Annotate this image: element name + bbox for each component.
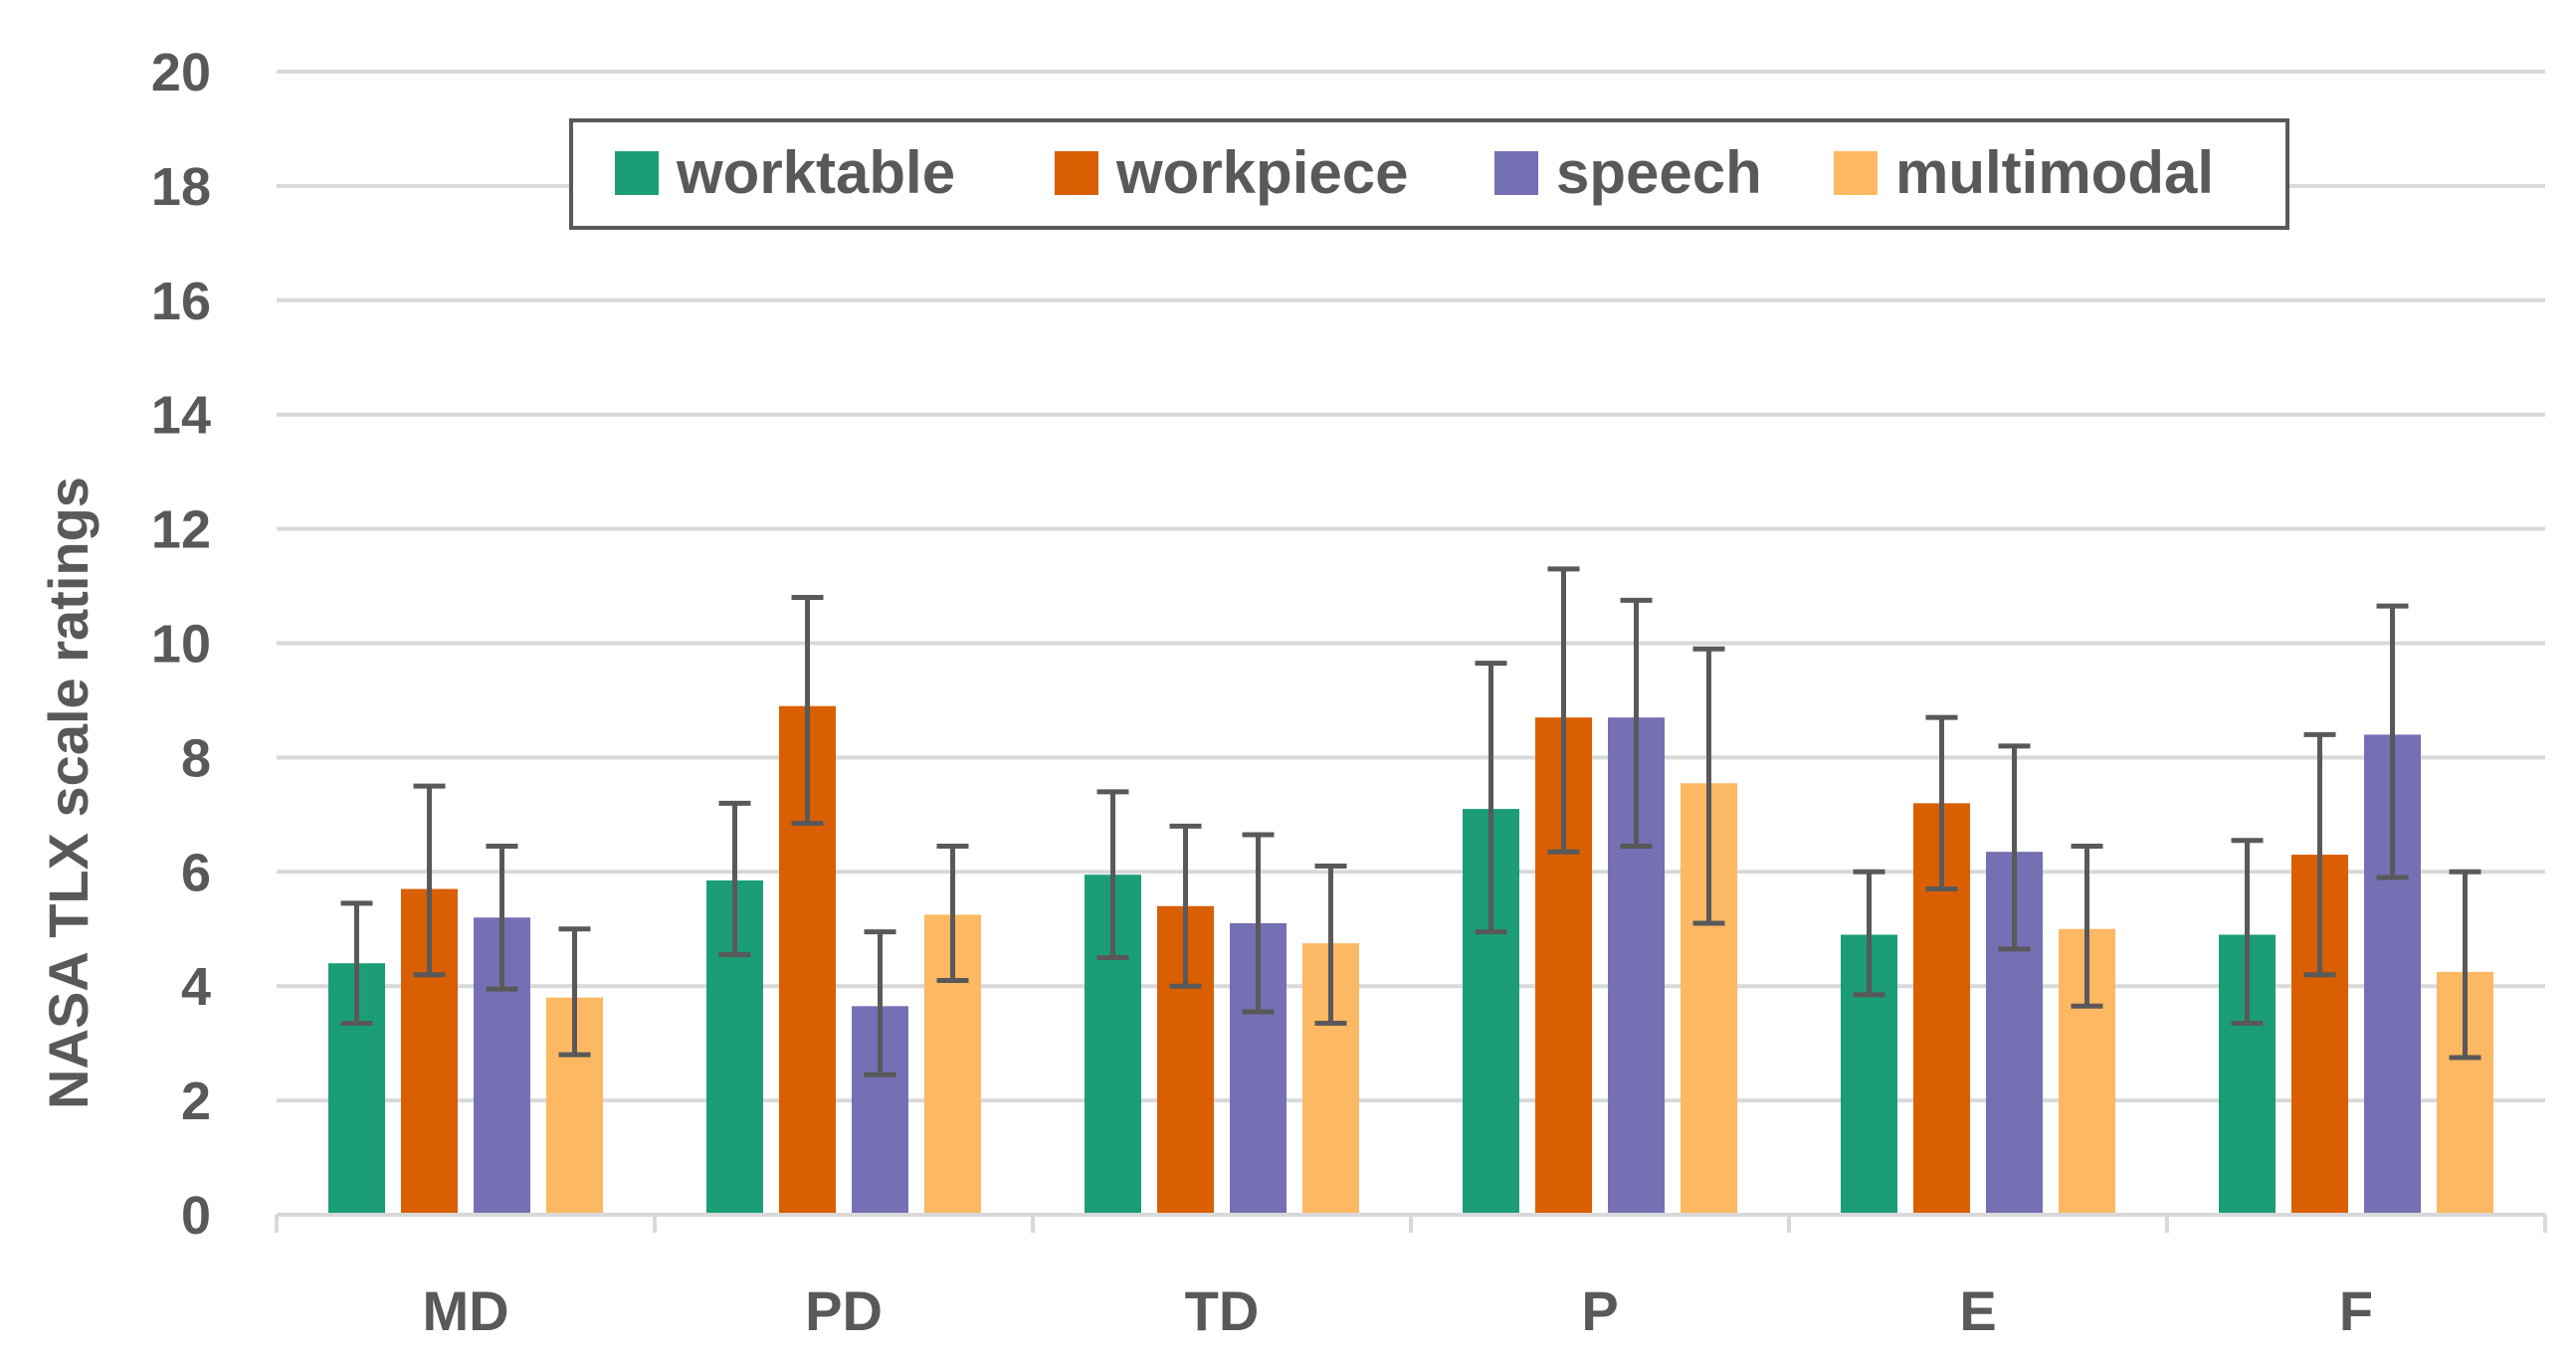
legend-label-workpiece: workpiece (1115, 139, 1408, 206)
legend-label-worktable: worktable (676, 139, 955, 206)
y-tick-label: 8 (181, 728, 211, 788)
y-tick-label: 2 (181, 1072, 211, 1131)
axes: 0 2 4 6 8 10 12 14 16 18 20 MD PD TD P E F (151, 43, 2547, 1342)
legend: worktable workpiece speech multimodal (569, 118, 2289, 230)
legend-swatch-multimodal (1834, 151, 1878, 195)
x-category-label: F (2339, 1279, 2373, 1342)
y-tick-label: 4 (181, 957, 211, 1017)
y-tick-label: 10 (151, 615, 211, 675)
x-category-label: E (1959, 1279, 1996, 1342)
legend-swatch-speech (1494, 151, 1538, 195)
y-tick-label: 0 (181, 1186, 211, 1246)
legend-swatch-worktable (615, 151, 659, 195)
y-tick-label: 16 (151, 272, 211, 331)
x-category-label: MD (422, 1279, 508, 1342)
legend-label-speech: speech (1556, 139, 1762, 206)
y-tick-label: 20 (151, 43, 211, 102)
bars (328, 705, 2493, 1215)
y-tick-label: 6 (181, 843, 211, 902)
legend-swatch-workpiece (1055, 151, 1098, 195)
legend-box (569, 118, 2289, 230)
x-category-label: PD (805, 1279, 883, 1342)
y-axis-title: NASA TLX scale ratings (37, 477, 99, 1109)
y-tick-label: 12 (151, 500, 211, 560)
legend-label-multimodal: multimodal (1895, 139, 2214, 206)
x-category-label: P (1581, 1279, 1618, 1342)
error-bars (340, 566, 2481, 1077)
y-tick-label: 14 (151, 386, 211, 446)
x-category-label: TD (1185, 1279, 1260, 1342)
y-tick-label: 18 (151, 157, 211, 217)
